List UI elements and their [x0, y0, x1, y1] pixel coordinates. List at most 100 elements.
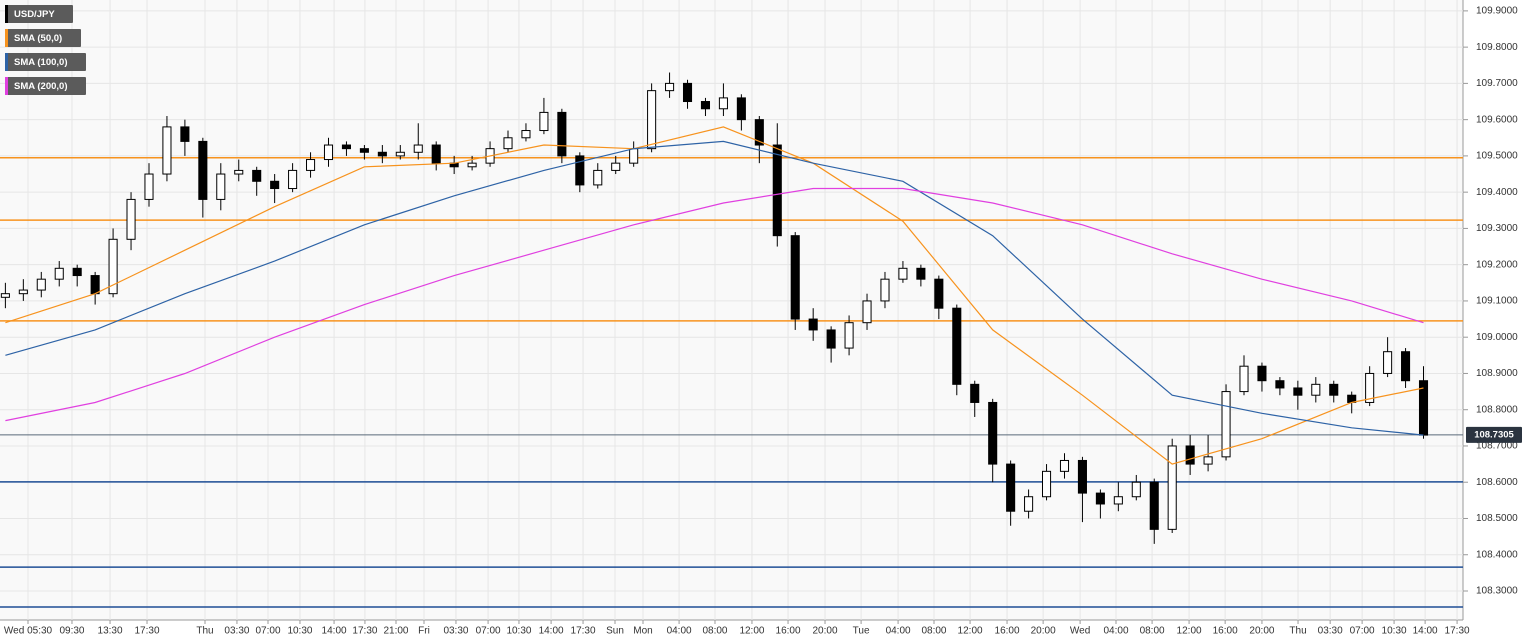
candle-body [665, 82, 675, 92]
y-tick-label: 108.3000 [1476, 586, 1518, 597]
x-tick-label: 17:30 [1445, 626, 1470, 637]
candle-body [844, 322, 854, 349]
x-tick-label: 16:00 [1213, 626, 1238, 637]
candle-body [1167, 445, 1177, 530]
candle-body [700, 101, 711, 110]
legend: USD/JPY SMA (50,0) SMA (100,0) SMA (200,0) [5, 5, 86, 95]
x-tick-label: 12:00 [958, 626, 983, 637]
candle-body [503, 137, 513, 150]
candle-body [377, 151, 387, 157]
candle-body [1203, 456, 1213, 465]
candle-body [1131, 481, 1141, 498]
candle-body [790, 235, 800, 320]
candle-body [521, 130, 531, 139]
candle-body [1113, 496, 1123, 505]
y-tick-label: 108.6000 [1476, 477, 1518, 488]
sma-line [5, 187, 1424, 422]
legend-label: SMA (100,0) [14, 57, 68, 68]
x-tick-label: 20:00 [1249, 626, 1274, 637]
y-tick-label: 109.6000 [1476, 114, 1518, 125]
y-tick-label: 109.2000 [1476, 259, 1518, 270]
x-tick-label: 17:30 [352, 626, 377, 637]
x-tick-label: 14:00 [1413, 626, 1438, 637]
candle-body [288, 169, 298, 190]
candle-body [1293, 387, 1303, 396]
candle-body [126, 198, 136, 240]
candle-body [0, 293, 10, 298]
candle-body [934, 278, 944, 309]
x-tick-label: 16:00 [995, 626, 1020, 637]
candle-body [252, 169, 262, 182]
x-tick-label: 08:00 [921, 626, 946, 637]
x-tick-label: 21:00 [383, 626, 408, 637]
candle-body [1275, 380, 1285, 389]
candle-body [1221, 391, 1231, 458]
candle-body [90, 275, 100, 295]
last-price-label: 108.7305 [1474, 429, 1514, 440]
candle-body [862, 300, 872, 324]
candle-body [162, 126, 172, 175]
y-tick-label: 109.7000 [1476, 78, 1518, 89]
legend-label: USD/JPY [14, 9, 55, 20]
x-tick-label: 07:00 [476, 626, 501, 637]
legend-box [5, 29, 81, 47]
candle-body [772, 144, 782, 237]
candle-body [970, 383, 980, 403]
x-tick-label: 09:30 [59, 626, 84, 637]
y-tick-label: 108.8000 [1476, 404, 1518, 415]
x-tick-label: 03:30 [443, 626, 468, 637]
x-tick-label: 17:30 [571, 626, 596, 637]
candle-body [341, 144, 351, 150]
candle-body [1401, 351, 1411, 382]
y-tick-label: 108.4000 [1476, 549, 1518, 560]
candle-body [1418, 380, 1429, 436]
x-tick-label: 03:30 [1318, 626, 1343, 637]
legend-box [5, 77, 86, 95]
x-tick-label: Wed [1070, 626, 1090, 637]
x-tick-label: 13:30 [98, 626, 123, 637]
candle-body [736, 97, 746, 121]
candle-body [1329, 383, 1339, 396]
candle-body [1257, 365, 1267, 382]
candle-body [1149, 481, 1159, 530]
candle-body [72, 267, 82, 277]
candle-body [611, 162, 621, 171]
x-tick-label: 04:00 [1103, 626, 1128, 637]
y-tick-label: 109.8000 [1476, 42, 1518, 53]
candle-body [754, 119, 764, 146]
x-tick-label: Thu [1289, 626, 1306, 637]
x-tick-label: 10:30 [1382, 626, 1407, 637]
x-tick-label: 12:00 [1177, 626, 1202, 637]
x-tick-label: Sun [606, 626, 624, 637]
candle-body [234, 169, 244, 175]
legend-label: SMA (50,0) [14, 33, 62, 44]
x-tick-label: Mon [633, 626, 652, 637]
candle-body [108, 238, 118, 295]
x-tick-label: Tue [853, 626, 870, 637]
candle-body [1006, 463, 1016, 512]
x-tick-label: 03:30 [224, 626, 249, 637]
candle-body [952, 307, 962, 385]
candle-body [198, 140, 208, 200]
candle-body [557, 111, 567, 157]
x-tick-label: 08:00 [1140, 626, 1165, 637]
candle-body [216, 173, 226, 200]
x-tick-label: Fri [418, 626, 430, 637]
candle-body [826, 329, 836, 349]
x-tick-label: 20:00 [1031, 626, 1056, 637]
candle-body [575, 155, 585, 186]
x-tick-label: 17:30 [135, 626, 160, 637]
x-tick-label: 07:00 [255, 626, 280, 637]
candle-body [593, 169, 603, 186]
y-tick-label: 109.1000 [1476, 296, 1518, 307]
candle-body [54, 267, 64, 280]
candle-body [718, 97, 728, 110]
y-tick-label: 109.0000 [1476, 332, 1518, 343]
candle-body [323, 144, 334, 161]
x-tick-label: 04:00 [667, 626, 692, 637]
sma-line [5, 126, 1424, 465]
y-tick-label: 109.9000 [1476, 6, 1518, 17]
x-tick-label: 14:00 [322, 626, 347, 637]
x-tick-label: 16:00 [776, 626, 801, 637]
legend-swatch [5, 5, 8, 23]
